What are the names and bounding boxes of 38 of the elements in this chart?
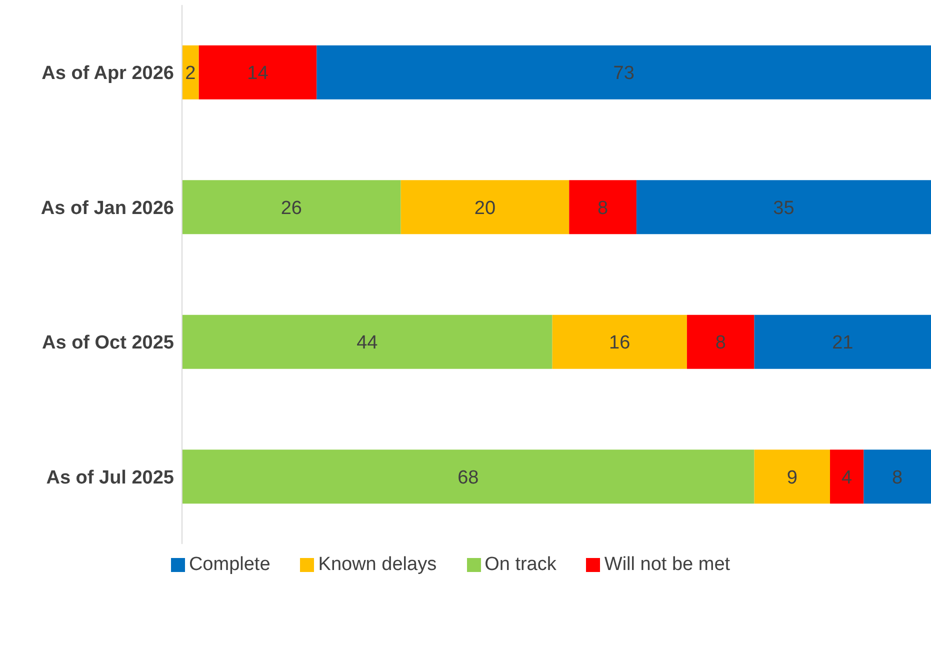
legend-label: Known delays <box>318 554 437 575</box>
data-label: 8 <box>597 198 608 219</box>
bar <box>182 314 552 369</box>
y-tick-label: As of Jul 2025 <box>46 467 174 488</box>
bar <box>754 314 931 369</box>
bar <box>182 180 401 234</box>
data-label: 16 <box>609 332 630 354</box>
data-label: 2 <box>185 63 196 84</box>
data-label: 73 <box>613 63 634 84</box>
bar <box>636 180 931 234</box>
bar <box>400 180 570 234</box>
data-label: 26 <box>280 198 302 219</box>
bar <box>569 180 636 234</box>
y-tick-label: As of Jan 2026 <box>40 198 174 219</box>
data-label: 20 <box>474 198 496 219</box>
legend-label: Will not be met <box>604 554 730 575</box>
bar <box>316 45 931 100</box>
y-tick-label: As of Apr 2026 <box>42 63 174 84</box>
data-label: 44 <box>356 332 378 354</box>
data-label: 4 <box>842 467 853 488</box>
data-label: 8 <box>715 332 726 354</box>
bar <box>182 45 199 100</box>
data-label: 9 <box>786 467 798 488</box>
bar <box>830 450 864 504</box>
bar <box>198 45 317 100</box>
data-label: 68 <box>458 467 479 488</box>
data-label: 35 <box>773 198 794 219</box>
bar <box>864 450 931 504</box>
bar <box>552 314 687 369</box>
data-label: 21 <box>832 332 854 354</box>
data-label: 14 <box>247 63 269 84</box>
bar <box>754 450 830 504</box>
legend-label: Complete <box>188 554 270 575</box>
bar <box>182 450 754 504</box>
data-label: 8 <box>892 467 903 488</box>
bar <box>686 314 754 369</box>
y-tick-label: As of Oct 2025 <box>42 332 174 354</box>
legend-label: On track <box>484 554 556 575</box>
